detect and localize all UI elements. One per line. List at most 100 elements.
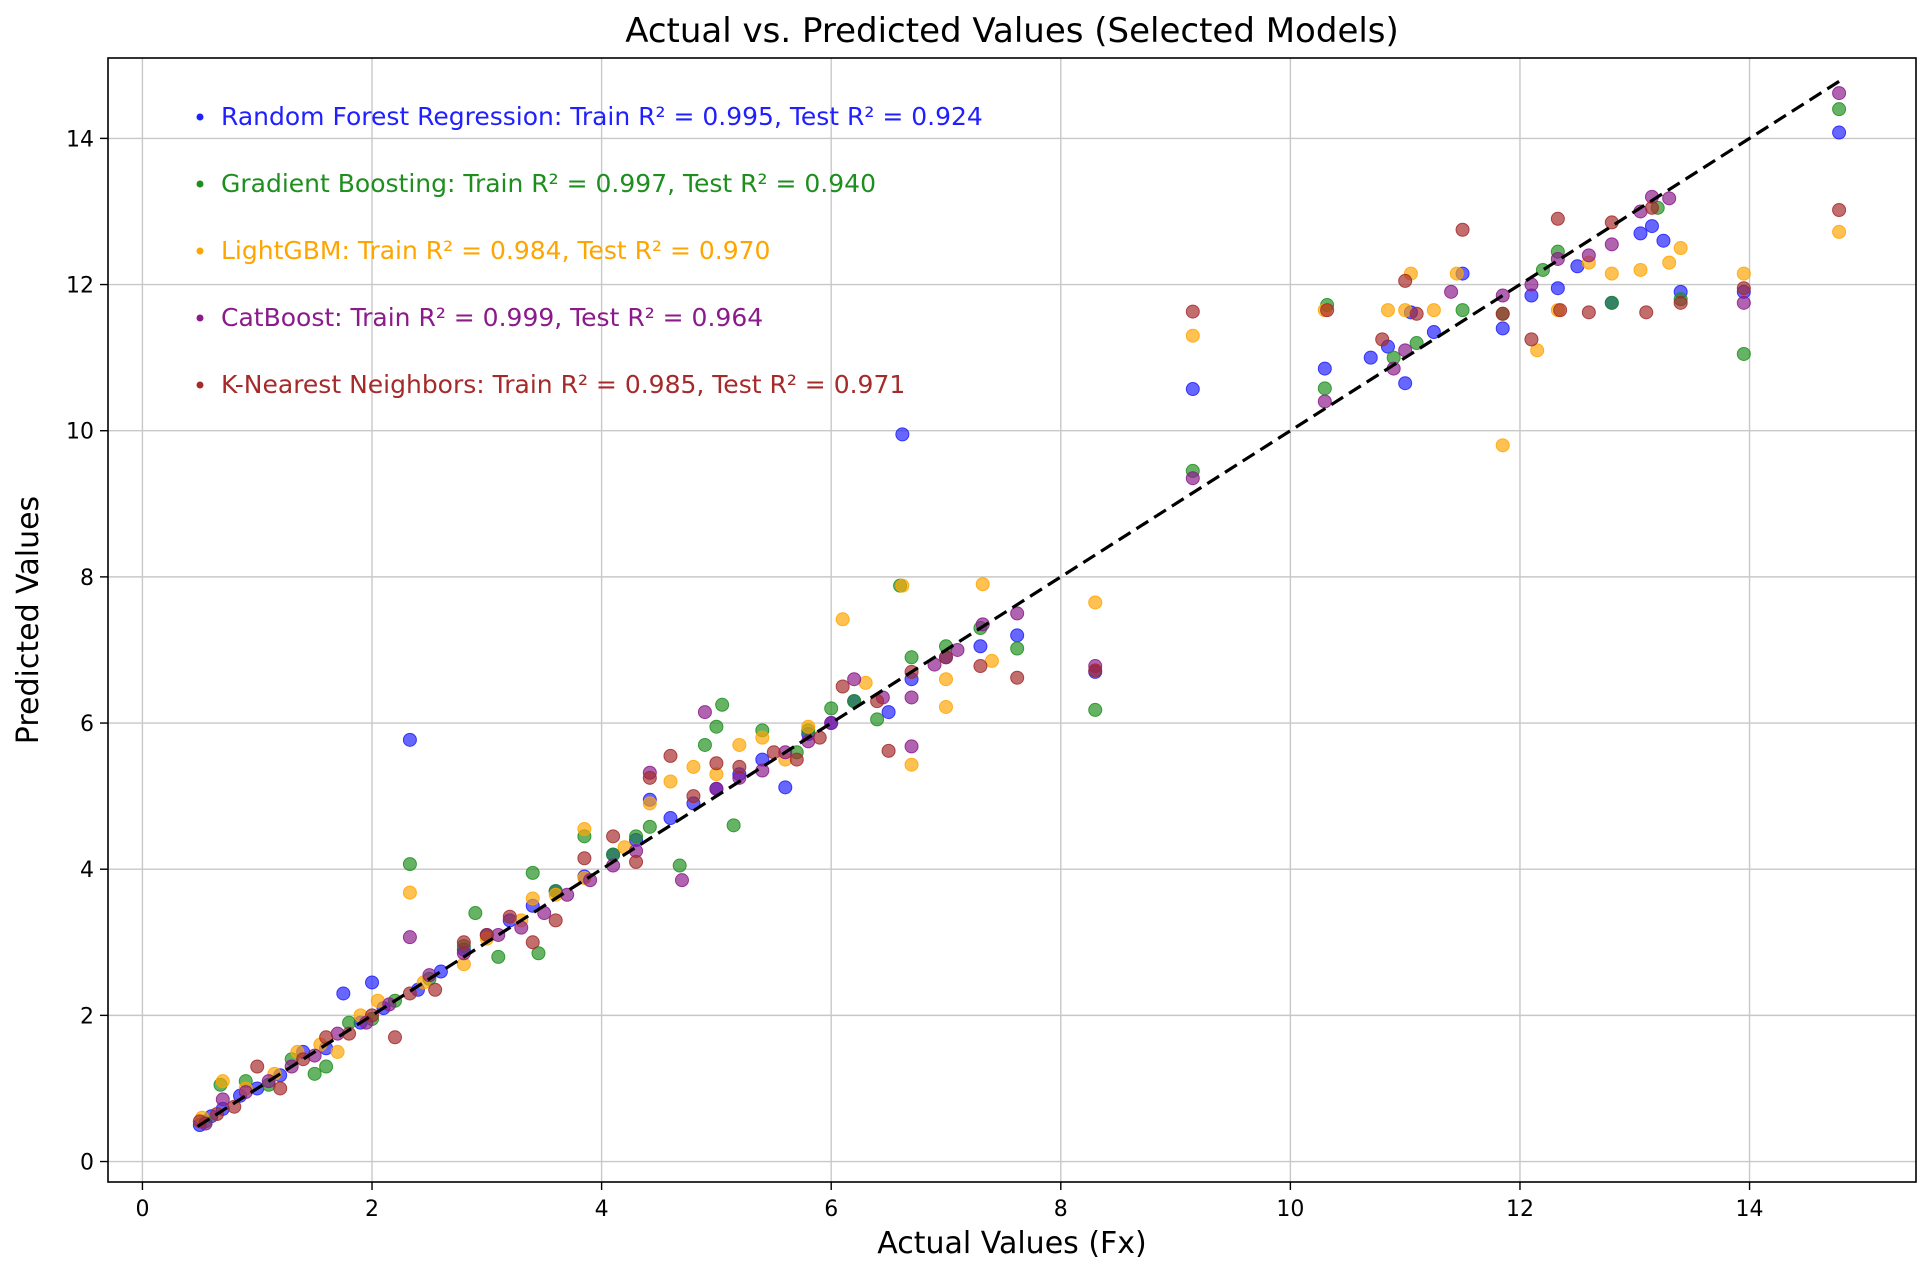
- data-point: [697, 705, 712, 720]
- data-point: [215, 1074, 230, 1089]
- data-point: [250, 1059, 265, 1074]
- data-point: [881, 705, 896, 720]
- data-point: [847, 672, 862, 687]
- data-point: [686, 789, 701, 804]
- data-point: [1426, 325, 1441, 340]
- data-point: [973, 659, 988, 674]
- y-axis-label: Predicted Values: [11, 496, 46, 744]
- data-point: [1633, 262, 1648, 277]
- data-point: [577, 851, 592, 866]
- data-point: [732, 759, 747, 774]
- data-point: [984, 653, 999, 668]
- data-point: [642, 796, 657, 811]
- data-point: [778, 780, 793, 795]
- data-point: [336, 986, 351, 1001]
- data-point: [1010, 670, 1025, 685]
- data-point: [1581, 248, 1596, 263]
- ideal-fit-line: [196, 80, 1840, 1128]
- data-point: [1363, 350, 1378, 365]
- data-point: [938, 672, 953, 687]
- data-point: [238, 1085, 253, 1100]
- y-tick-label: 6: [80, 712, 94, 737]
- data-point: [629, 854, 644, 869]
- data-point: [1656, 233, 1671, 248]
- data-point: [1444, 284, 1459, 299]
- data-point: [1317, 381, 1332, 396]
- data-point: [491, 949, 506, 964]
- x-tick-label: 0: [135, 1197, 149, 1222]
- data-point: [672, 858, 687, 873]
- data-point: [1398, 273, 1413, 288]
- x-tick-label: 2: [365, 1197, 379, 1222]
- data-point: [1633, 226, 1648, 241]
- data-point: [1736, 281, 1751, 296]
- data-point: [525, 865, 540, 880]
- data-point: [938, 650, 953, 665]
- data-point: [1736, 295, 1751, 310]
- legend-marker: [196, 314, 204, 322]
- data-point: [502, 909, 517, 924]
- data-point: [215, 1092, 230, 1107]
- data-point: [726, 818, 741, 833]
- data-point: [904, 650, 919, 665]
- data-point: [1639, 305, 1654, 320]
- data-point: [1736, 266, 1751, 281]
- data-point: [525, 891, 540, 906]
- legend-entry: Random Forest Regression: Train R² = 0.9…: [221, 102, 983, 131]
- data-point: [1409, 336, 1424, 351]
- legend-entry: LightGBM: Train R² = 0.984, Test R² = 0.…: [221, 236, 770, 265]
- data-point: [1088, 595, 1103, 610]
- data-point: [402, 885, 417, 900]
- data-point: [938, 699, 953, 714]
- data-point: [1604, 237, 1619, 252]
- data-point: [1524, 332, 1539, 347]
- x-tick-label: 4: [595, 1197, 609, 1222]
- data-point: [1449, 266, 1464, 281]
- series-random-forest-regression: [192, 125, 1847, 1132]
- data-point: [1010, 606, 1025, 621]
- data-point: [686, 759, 701, 774]
- data-point: [1495, 438, 1510, 453]
- data-point: [1088, 702, 1103, 717]
- data-point: [1409, 306, 1424, 321]
- data-point: [1832, 203, 1847, 218]
- data-point: [904, 739, 919, 754]
- data-point: [835, 612, 850, 627]
- data-point: [1185, 304, 1200, 319]
- data-point: [456, 935, 471, 950]
- data-point: [1375, 332, 1390, 347]
- data-point: [1380, 303, 1395, 318]
- data-points-layer: [192, 86, 1847, 1132]
- data-point: [709, 756, 724, 771]
- data-point: [531, 946, 546, 961]
- data-point: [365, 975, 380, 990]
- data-point: [1185, 328, 1200, 343]
- data-point: [812, 730, 827, 745]
- data-point: [1398, 376, 1413, 391]
- data-point: [273, 1081, 288, 1096]
- data-point: [789, 752, 804, 767]
- data-point: [525, 935, 540, 950]
- y-tick-label: 0: [80, 1151, 94, 1176]
- legend-marker: [196, 381, 204, 389]
- data-point: [1317, 361, 1332, 376]
- data-point: [697, 737, 712, 752]
- data-point: [950, 642, 965, 657]
- data-point: [227, 1099, 242, 1114]
- data-point: [1662, 191, 1677, 206]
- legend-marker: [196, 113, 204, 121]
- data-point: [766, 745, 781, 760]
- data-point: [1736, 346, 1751, 361]
- chart-title: Actual vs. Predicted Values (Selected Mo…: [625, 11, 1399, 51]
- data-point: [1832, 86, 1847, 101]
- data-point: [1185, 471, 1200, 486]
- data-point: [1550, 281, 1565, 296]
- legend: Random Forest Regression: Train R² = 0.9…: [196, 102, 983, 399]
- series-k-nearest-neighbors: [192, 200, 1847, 1129]
- data-point: [1495, 306, 1510, 321]
- data-point: [1581, 305, 1596, 320]
- y-tick-label: 4: [80, 858, 94, 883]
- data-point: [663, 748, 678, 763]
- legend-entry: CatBoost: Train R² = 0.999, Test R² = 0.…: [221, 303, 763, 332]
- legend-entry: K-Nearest Neighbors: Train R² = 0.985, T…: [221, 370, 905, 399]
